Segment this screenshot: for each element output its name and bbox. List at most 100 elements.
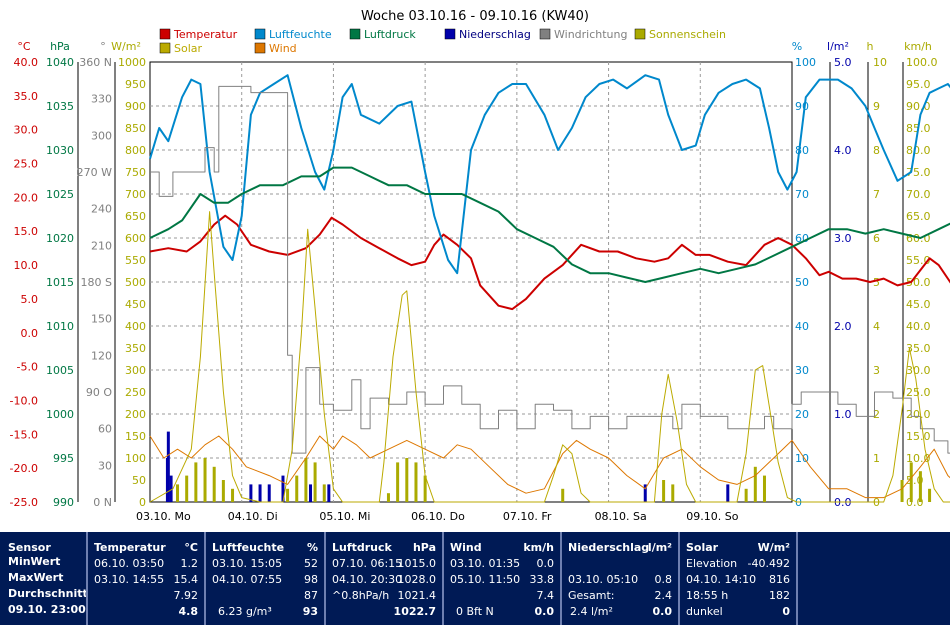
solar-column: Solar W/m² Elevation -40.492 04.10. 14:1…	[678, 532, 796, 625]
axis-unit-rain: l/m²	[827, 40, 849, 53]
y-tick-hum: 80	[795, 144, 809, 157]
legend-label-winddir: Windrichtung	[554, 28, 627, 41]
legend-label-wind: Wind	[269, 42, 297, 55]
temp-avg: 7.92	[173, 589, 199, 602]
wind-avg: 7.4	[536, 589, 555, 602]
temp-min-time: 06.10. 03:50	[94, 557, 165, 570]
y-tick-sun: 2	[873, 408, 880, 421]
wind-min-time: 03.10. 01:35	[450, 557, 521, 570]
x-tick-label: 03.10. Mo	[136, 510, 191, 523]
bar-sonnenschein	[762, 475, 766, 502]
bar-sonnenschein	[313, 462, 317, 502]
rain-today: 2.4 l/m²	[570, 605, 613, 618]
legend-label-sun: Sonnenschein	[649, 28, 726, 41]
y-tick-winddir: 360 N	[79, 56, 112, 69]
y-tick-solar: 550	[125, 254, 146, 267]
bar-sonnenschein	[212, 466, 216, 502]
y-tick-winddir: 300	[91, 129, 112, 142]
bar-niederschlag	[258, 484, 262, 502]
row-label-min: MinWert	[8, 555, 61, 568]
hum-max-time: 04.10. 07:55	[212, 573, 283, 586]
solar-current: 0	[782, 605, 790, 618]
y-tick-sun: 6	[873, 232, 880, 245]
bar-niederschlag	[249, 484, 253, 502]
y-tick-temp: 30.0	[14, 124, 39, 137]
bar-sonnenschein	[423, 475, 427, 502]
series-line-luftfeuchte	[149, 74, 950, 275]
temp-current: 4.8	[178, 605, 199, 618]
y-tick-solar: 450	[125, 298, 146, 311]
row-label-max: MaxWert	[8, 571, 64, 584]
y-tick-press: 1015	[46, 276, 74, 289]
y-tick-hum: 90	[795, 100, 809, 113]
bar-sonnenschein	[295, 475, 299, 502]
y-tick-temp: -20.0	[10, 462, 38, 475]
y-tick-hum: 20	[795, 408, 809, 421]
hum-min: 52	[304, 557, 318, 570]
x-tick-label: 06.10. Do	[411, 510, 465, 523]
solar-elev: -40.492	[747, 557, 790, 570]
row-label-current: 09.10. 23:00	[8, 603, 86, 616]
bar-sonnenschein	[561, 488, 565, 502]
chart-title: Woche 03.10.16 - 09.10.16 (KW40)	[361, 9, 589, 24]
wind-max-time: 05.10. 11:50	[450, 573, 521, 586]
bar-niederschlag	[309, 484, 312, 502]
series-line-solar	[149, 211, 950, 503]
axis-unit-hum: %	[792, 40, 802, 53]
y-tick-solar: 400	[125, 320, 146, 333]
hum-min-time: 03.10. 15:05	[212, 557, 283, 570]
wind-unit: km/h	[523, 541, 554, 554]
y-tick-winddir: 180 S	[81, 276, 112, 289]
series-line-windrichtung	[150, 85, 950, 454]
y-tick-hum: 60	[795, 232, 809, 245]
sensor-column: Sensor MinWert MaxWert Durchschnitt 09.1…	[0, 532, 88, 625]
y-tick-press: 1000	[46, 408, 74, 421]
y-tick-wind: 35.0	[906, 342, 931, 355]
y-tick-temp: 40.0	[14, 56, 39, 69]
solar-sun-val: 182	[769, 589, 790, 602]
y-tick-press: 1040	[46, 56, 74, 69]
y-tick-solar: 0	[139, 496, 146, 509]
x-tick-label: 05.10. Mi	[319, 510, 370, 523]
y-tick-press: 990	[53, 496, 74, 509]
y-tick-solar: 150	[125, 430, 146, 443]
bar-niederschlag	[169, 475, 173, 502]
legend-label-solar: Solar	[174, 42, 203, 55]
bar-sonnenschein	[405, 458, 409, 502]
hum-current: 93	[302, 605, 318, 618]
bar-sonnenschein	[918, 471, 922, 502]
y-tick-winddir: 270 W	[77, 166, 112, 179]
bar-sonnenschein	[322, 484, 326, 502]
bar-sonnenschein	[221, 480, 225, 502]
hum-avg: 87	[304, 589, 318, 602]
y-tick-solar: 500	[125, 276, 146, 289]
bar-niederschlag	[643, 484, 647, 502]
y-tick-sun: 9	[873, 100, 880, 113]
y-tick-hum: 40	[795, 320, 809, 333]
rain-total: 2.4	[654, 589, 673, 602]
y-tick-temp: 25.0	[14, 158, 39, 171]
press-current: 1022.7	[393, 605, 436, 618]
rain-total-label: Gesamt:	[568, 589, 615, 602]
legend-label-press: Luftdruck	[364, 28, 416, 41]
y-tick-rain: 1.0	[834, 408, 852, 421]
rain-title: Niederschlag	[568, 541, 650, 554]
legend-label-hum: Luftfeuchte	[269, 28, 332, 41]
press-min: 1015.0	[397, 557, 437, 570]
y-tick-winddir: 240	[91, 203, 112, 216]
bar-sonnenschein	[286, 488, 290, 502]
y-tick-solar: 1000	[118, 56, 146, 69]
legend-label-rain: Niederschlag	[459, 28, 531, 41]
y-tick-solar: 900	[125, 100, 146, 113]
y-tick-hum: 10	[795, 452, 809, 465]
y-tick-hum: 70	[795, 188, 809, 201]
y-tick-solar: 100	[125, 452, 146, 465]
wind-column: Wind km/h 03.10. 01:35 0.0 05.10. 11:50 …	[442, 532, 560, 625]
solar-unit: W/m²	[757, 541, 790, 554]
rain-max-time: 03.10. 05:10	[568, 573, 639, 586]
axis-unit-temp: °C	[17, 40, 31, 53]
temp-min: 1.2	[180, 557, 199, 570]
legend-swatch-hum	[254, 28, 266, 40]
y-tick-sun: 7	[873, 188, 880, 201]
